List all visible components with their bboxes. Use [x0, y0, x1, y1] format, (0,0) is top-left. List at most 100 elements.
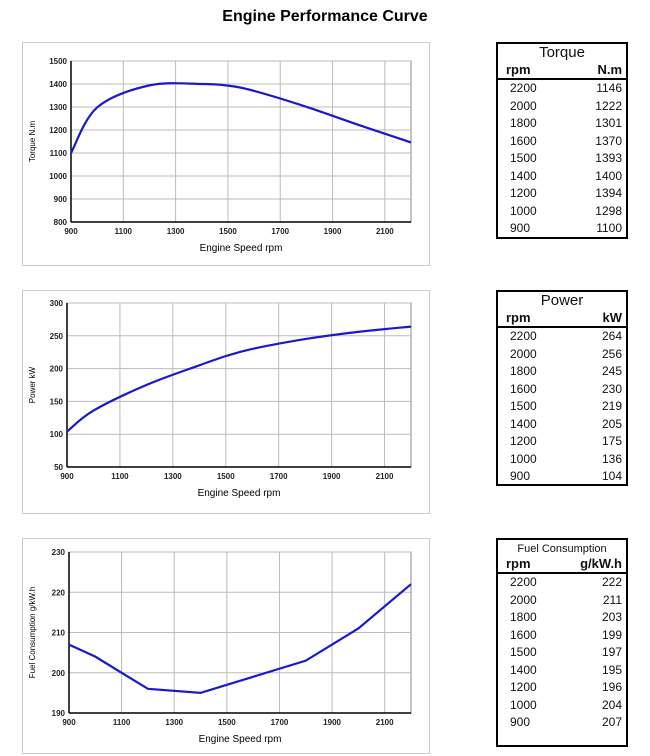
value-cell: 1370: [595, 133, 622, 148]
table-row: 1800 245: [498, 363, 626, 381]
value-cell: 245: [601, 364, 622, 378]
y-tick-label: 1000: [49, 172, 67, 181]
table-row: 1600 199: [498, 627, 626, 645]
y-tick-label: 1100: [50, 149, 68, 158]
x-tick-label: 1100: [111, 472, 129, 481]
table-row: 2200 264: [498, 328, 626, 346]
table-row: 1000 1298: [498, 203, 626, 221]
y-tick-label: 50: [54, 463, 63, 472]
rpm-cell: 900: [510, 715, 531, 729]
table-row: 1600 1370: [498, 133, 626, 151]
table-row: 2200 222: [498, 574, 626, 592]
rpm-cell: 2200: [510, 575, 537, 589]
y-tick-label: 220: [52, 588, 66, 597]
x-tick-label: 1500: [218, 718, 236, 727]
rpm-cell: 1800: [510, 610, 537, 624]
column-header-unit: g/kW.h: [580, 556, 622, 571]
table-row: 900 1100: [498, 220, 626, 238]
rpm-cell: 1600: [510, 627, 537, 642]
rpm-cell: 1600: [510, 133, 537, 148]
value-cell: 207: [601, 715, 622, 729]
value-cell: 1301: [595, 116, 622, 130]
plot-area: [70, 60, 412, 223]
table-row: 1400 205: [498, 416, 626, 434]
value-cell: 199: [601, 627, 622, 642]
rpm-cell: 1500: [510, 151, 537, 165]
rpm-cell: 1000: [510, 451, 537, 466]
x-axis-label: Engine Speed rpm: [198, 488, 281, 499]
column-header-rpm: rpm: [506, 556, 531, 571]
x-tick-label: 1500: [217, 472, 235, 481]
plot-area: [66, 302, 412, 468]
table-title: Torque: [539, 44, 585, 61]
x-tick-label: 900: [64, 227, 78, 236]
table-row: 2000 1222: [498, 98, 626, 116]
table-row: 1800 1301: [498, 115, 626, 133]
table-row: 2000 256: [498, 346, 626, 364]
y-tick-label: 150: [50, 397, 64, 406]
table-row: 2200 1146: [498, 80, 626, 98]
value-cell: 264: [601, 329, 622, 343]
rpm-cell: 1500: [510, 645, 537, 659]
rpm-cell: 900: [510, 221, 531, 235]
x-tick-label: 1700: [270, 472, 288, 481]
rpm-cell: 900: [510, 469, 531, 483]
x-tick-label: 1900: [324, 227, 342, 236]
table-row: 1600 230: [498, 381, 626, 399]
rpm-cell: 1800: [510, 116, 537, 130]
rpm-cell: 2000: [510, 592, 537, 607]
y-tick-label: 200: [52, 669, 66, 678]
x-tick-label: 1300: [164, 472, 182, 481]
x-tick-label: 1900: [323, 472, 341, 481]
rpm-cell: 2000: [510, 346, 537, 361]
table-row: 1500 1393: [498, 150, 626, 168]
rpm-cell: 2200: [510, 81, 537, 95]
rpm-cell: 1400: [510, 168, 537, 183]
value-cell: 256: [601, 346, 622, 361]
value-cell: 197: [601, 645, 622, 659]
table-row: 1000 136: [498, 451, 626, 469]
value-cell: 1400: [595, 168, 622, 183]
table-row: 1000 204: [498, 697, 626, 715]
table-row: 1400 195: [498, 662, 626, 680]
y-tick-label: 1500: [49, 57, 67, 66]
table-header: rpm g/kW.h: [498, 556, 626, 574]
rpm-cell: 1400: [510, 662, 537, 677]
value-cell: 195: [601, 662, 622, 677]
value-cell: 219: [601, 399, 622, 413]
y-tick-label: 1400: [49, 80, 67, 89]
y-tick-label: 800: [54, 218, 68, 227]
value-cell: 1222: [595, 98, 622, 113]
value-cell: 222: [601, 575, 622, 589]
x-axis-label: Engine Speed rpm: [199, 734, 282, 745]
fuel-chart: 190 200 210 220 230 900 1100 1300 1500 1700 1900 21…: [22, 538, 430, 754]
table-row: 1400 1400: [498, 168, 626, 186]
x-tick-label: 1100: [113, 718, 131, 727]
x-tick-label: 1700: [271, 718, 289, 727]
table-row: 1200 175: [498, 433, 626, 451]
y-tick-label: 300: [50, 299, 64, 308]
value-cell: 175: [601, 434, 622, 448]
torque-chart: 800 900 1000 1100 1200 1300 1400 1500 900 1100 130…: [22, 42, 430, 266]
table-row: 1500 197: [498, 644, 626, 662]
torque-table: Torque rpm N.m 2200 1146 2000 1222 1800 1301 160…: [496, 42, 628, 239]
table-title: Fuel Consumption: [517, 543, 607, 555]
column-header-unit: N.m: [597, 62, 622, 77]
y-axis-label: Fuel Consumption g/kW.h: [28, 587, 37, 679]
rpm-cell: 1000: [510, 697, 537, 712]
fuel-table: Fuel Consumption rpm g/kW.h 2200 222 2000 211…: [496, 538, 628, 747]
value-cell: 1100: [596, 221, 622, 235]
value-cell: 1393: [595, 151, 622, 165]
y-tick-label: 1300: [49, 103, 67, 112]
column-header-rpm: rpm: [506, 62, 531, 77]
column-header-rpm: rpm: [506, 310, 531, 325]
x-axis-label: Engine Speed rpm: [200, 243, 283, 254]
value-cell: 1146: [596, 81, 622, 95]
rpm-cell: 1500: [510, 399, 537, 413]
table-row: 1200 1394: [498, 185, 626, 203]
rpm-cell: 1200: [510, 186, 537, 200]
y-axis-label: Torque N.m: [28, 120, 37, 162]
table-row: 1800 203: [498, 609, 626, 627]
table-header: rpm N.m: [498, 62, 626, 80]
x-tick-label: 2100: [376, 227, 394, 236]
